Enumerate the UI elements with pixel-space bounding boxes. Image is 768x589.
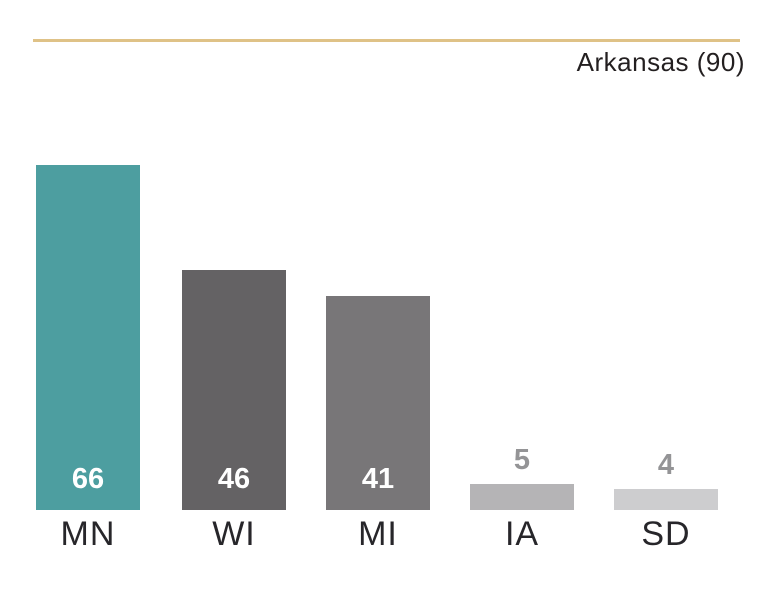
- category-label-mi: MI: [358, 515, 398, 553]
- reference-line: [33, 39, 740, 42]
- bar-wi: [182, 270, 286, 510]
- category-label-sd: SD: [641, 515, 691, 553]
- category-label-mn: MN: [60, 515, 116, 553]
- bar-group-mi: 41 MI: [326, 40, 430, 551]
- chart-title: Arkansas (90): [576, 47, 745, 77]
- category-label-ia: IA: [504, 515, 540, 553]
- value-label-mi: 41: [361, 463, 395, 495]
- bar-group-wi: 46 WI: [182, 40, 286, 551]
- value-label-sd: 4: [657, 449, 675, 481]
- bar-group-sd: 4 SD: [614, 40, 718, 551]
- value-label-mn: 66: [71, 463, 105, 495]
- bar-ia: [470, 484, 574, 510]
- bar-mn: [36, 165, 140, 510]
- bar-mi: [326, 296, 430, 510]
- value-label-ia: 5: [513, 444, 531, 476]
- plot-area: 66 MN 46 WI 41 MI 5 IA 4 SD: [0, 40, 768, 551]
- value-label-wi: 46: [217, 463, 251, 495]
- bar-group-ia: 5 IA: [470, 40, 574, 551]
- category-label-wi: WI: [212, 515, 256, 553]
- bar-sd: [614, 489, 718, 510]
- bar-group-mn: 66 MN: [36, 40, 140, 551]
